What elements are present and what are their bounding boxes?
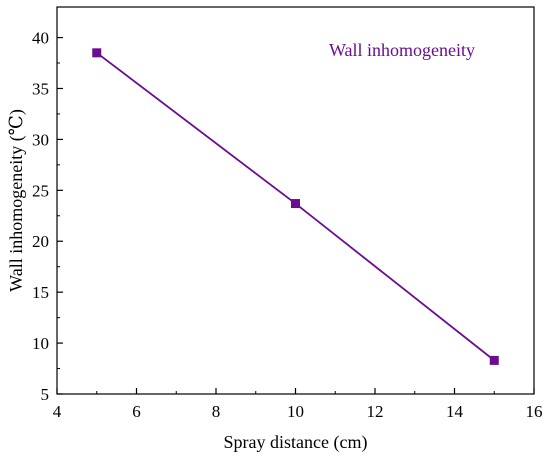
y-axis-ticks: 5 10 15 20 25 30 35 40 [32,29,63,404]
legend-entry: Wall inhomogeneity [329,40,475,60]
y-tick-label: 40 [32,29,49,48]
x-tick-label: 8 [212,402,221,421]
x-tick-label: 14 [446,402,464,421]
y-tick-label: 35 [32,79,49,98]
x-axis-ticks: 4 6 8 10 12 14 16 [53,388,543,421]
x-tick-label: 6 [132,402,141,421]
y-tick-label: 20 [32,232,49,251]
x-tick-label: 10 [287,402,304,421]
y-tick-label: 30 [32,130,49,149]
y-tick-label: 10 [32,334,49,353]
x-tick-label: 4 [53,402,62,421]
x-tick-label: 12 [367,402,384,421]
x-tick-label: 16 [526,402,543,421]
y-tick-label: 5 [41,385,50,404]
series-layer [92,48,499,365]
y-tick-label: 25 [32,181,49,200]
data-point [489,355,499,365]
x-axis-title: Spray distance (cm) [224,432,368,453]
y-tick-label: 15 [32,283,49,302]
y-axis-title: Wall inhomogeneity (℃) [6,109,27,292]
data-point [291,199,300,209]
data-point [92,48,102,58]
